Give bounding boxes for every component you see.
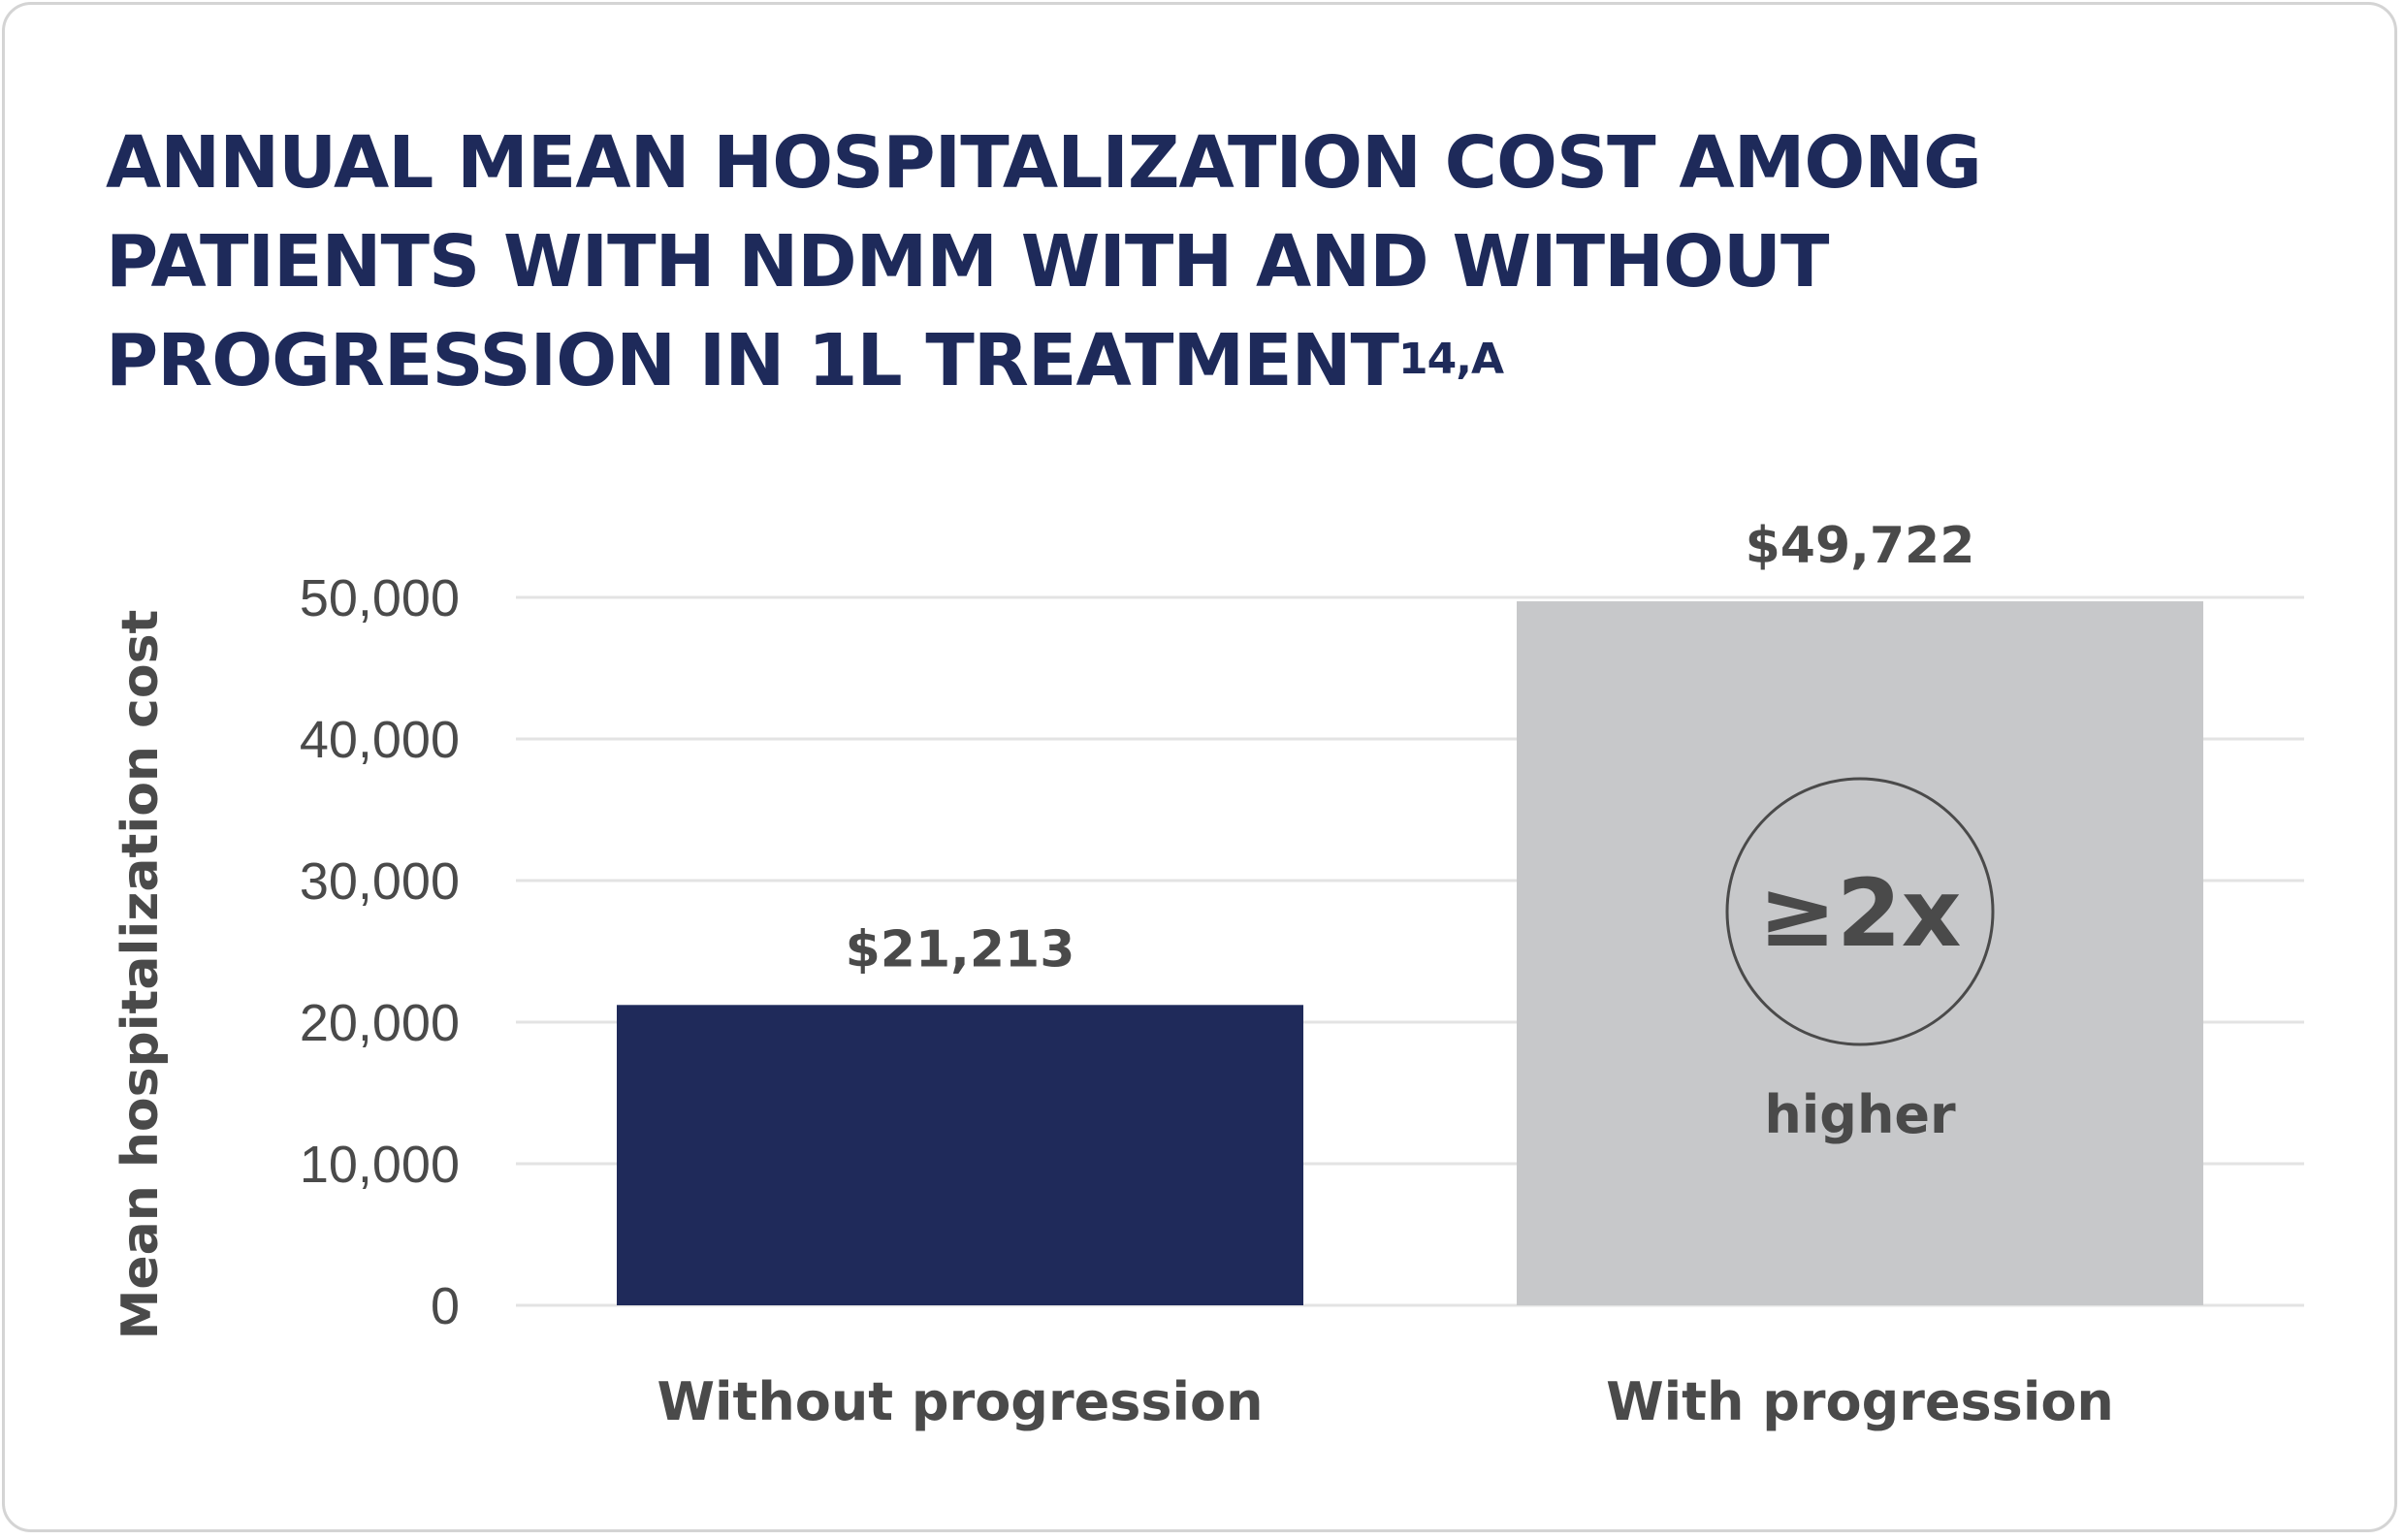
callout-multiplier: ≥2x (1758, 859, 1961, 968)
y-tick-label: 10,000 (300, 1136, 460, 1194)
y-tick-label: 30,000 (300, 852, 460, 911)
bar (617, 1005, 1303, 1305)
y-axis-ticks: 0 10,000 20,000 30,000 40,000 50,000 (300, 569, 460, 1335)
value-label: $49,722 (1746, 517, 1975, 575)
chart-title-text: ANNUAL MEAN HOSPITALIZATION COST AMONG P… (106, 121, 1982, 402)
y-tick-label: 0 (431, 1277, 460, 1335)
category-label: Without progression (657, 1371, 1263, 1432)
y-tick-label: 20,000 (300, 994, 460, 1052)
value-labels: $21,213 $49,722 (846, 502, 2025, 979)
category-label: With progression (1606, 1371, 2114, 1432)
chart-title-superscript: 14,a (1398, 335, 1504, 384)
value-label: $21,213 (846, 920, 1075, 979)
y-tick-label: 40,000 (300, 711, 460, 769)
callout-circle (1725, 777, 1995, 1046)
category-labels: Without progression With progression (657, 1371, 2113, 1432)
callout-subtext: higher (1764, 1084, 1956, 1145)
value-label-backdrop (1695, 502, 2025, 591)
bars (617, 601, 2203, 1305)
y-tick-label: 50,000 (300, 569, 460, 627)
bar (1517, 601, 2203, 1305)
chart-title: ANNUAL MEAN HOSPITALIZATION COST AMONG P… (106, 113, 2239, 410)
comparison-callout: ≥2x higher (1725, 777, 1995, 1145)
